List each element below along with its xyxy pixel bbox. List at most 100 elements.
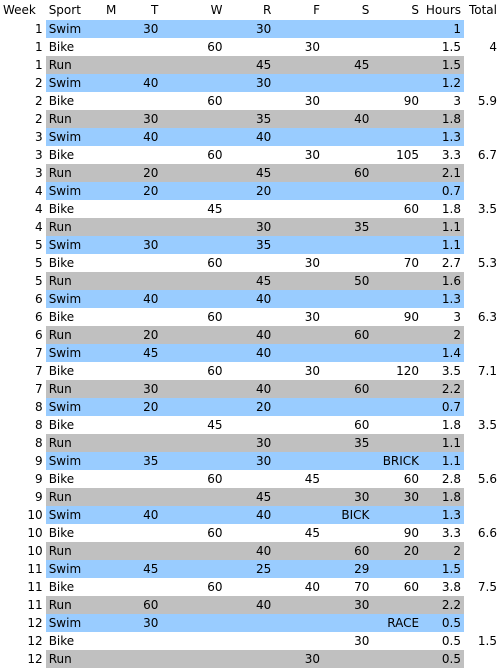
header-total: Total bbox=[468, 3, 497, 17]
total-cell bbox=[464, 20, 500, 38]
saturday-cell: 60 bbox=[323, 326, 373, 344]
week-cell: 12 bbox=[27, 634, 43, 648]
monday-cell bbox=[84, 650, 120, 668]
tuesday-cell: 30 bbox=[119, 110, 162, 128]
tuesday-cell bbox=[119, 650, 162, 668]
hours-cell: 2 bbox=[422, 326, 464, 344]
tuesday-cell bbox=[119, 254, 162, 272]
total-cell bbox=[464, 272, 500, 290]
saturday-cell bbox=[323, 236, 373, 254]
friday-cell: 30 bbox=[274, 254, 324, 272]
header-tuesday: T bbox=[151, 3, 159, 17]
week-cell: 6 bbox=[35, 292, 43, 306]
thursday-cell bbox=[225, 524, 275, 542]
sunday-cell bbox=[372, 380, 423, 398]
table-row: 8 Swim 20 20 0.7 bbox=[0, 398, 500, 416]
tuesday-cell bbox=[119, 434, 162, 452]
thursday-cell: 40 bbox=[225, 380, 275, 398]
wednesday-cell bbox=[161, 632, 226, 650]
total-cell bbox=[464, 344, 500, 362]
thursday-cell: 20 bbox=[225, 182, 275, 200]
header-thursday: R bbox=[262, 3, 272, 17]
total-cell: 6.6 bbox=[477, 526, 497, 540]
hours-cell: 1.1 bbox=[422, 218, 464, 236]
hours-cell: 3.3 bbox=[422, 524, 464, 542]
friday-cell bbox=[274, 488, 324, 506]
hours-cell: 1.5 bbox=[422, 38, 464, 56]
table-row: 9 Swim 35 30 BRICK 1.1 bbox=[0, 452, 500, 470]
total-cell bbox=[464, 218, 500, 236]
table-row: 9 Bike 60 45 60 2.8 5.6 bbox=[0, 470, 500, 488]
saturday-cell bbox=[323, 20, 373, 38]
wednesday-cell bbox=[161, 596, 226, 614]
week-cell: 4 bbox=[35, 184, 43, 198]
total-cell bbox=[464, 326, 500, 344]
week-cell: 9 bbox=[35, 490, 43, 504]
tuesday-cell bbox=[119, 362, 162, 380]
sport-cell: Bike bbox=[45, 200, 85, 218]
friday-cell: 40 bbox=[274, 578, 324, 596]
week-cell: 4 bbox=[35, 220, 43, 234]
total-cell: 7.5 bbox=[477, 580, 497, 594]
total-cell bbox=[464, 596, 500, 614]
hours-cell: 1.1 bbox=[422, 434, 464, 452]
sport-cell: Run bbox=[45, 56, 85, 74]
table-row: 8 Bike 45 60 1.8 3.5 bbox=[0, 416, 500, 434]
thursday-cell: 30 bbox=[225, 452, 275, 470]
tuesday-cell bbox=[119, 200, 162, 218]
wednesday-cell: 60 bbox=[161, 470, 226, 488]
friday-cell bbox=[274, 596, 324, 614]
sunday-cell: 30 bbox=[372, 488, 423, 506]
week-cell: 3 bbox=[35, 148, 43, 162]
sport-cell: Run bbox=[45, 164, 85, 182]
tuesday-cell: 35 bbox=[119, 452, 162, 470]
thursday-cell: 40 bbox=[225, 128, 275, 146]
tuesday-cell bbox=[119, 524, 162, 542]
thursday-cell bbox=[225, 146, 275, 164]
thursday-cell: 30 bbox=[225, 434, 275, 452]
wednesday-cell bbox=[161, 110, 226, 128]
week-cell: 12 bbox=[27, 652, 43, 666]
sunday-cell bbox=[372, 128, 423, 146]
monday-cell bbox=[84, 74, 120, 92]
table-row: 3 Swim 40 40 1.3 bbox=[0, 128, 500, 146]
monday-cell bbox=[84, 290, 120, 308]
total-cell: 5.9 bbox=[477, 94, 497, 108]
sunday-cell bbox=[372, 182, 423, 200]
week-cell: 8 bbox=[35, 436, 43, 450]
total-cell: 5.6 bbox=[477, 472, 497, 486]
sport-cell: Swim bbox=[45, 290, 85, 308]
saturday-cell bbox=[323, 470, 373, 488]
week-cell: 4 bbox=[35, 202, 43, 216]
table-row: 4 Swim 20 20 0.7 bbox=[0, 182, 500, 200]
header-monday: M bbox=[105, 3, 117, 17]
thursday-cell bbox=[225, 650, 275, 668]
saturday-cell bbox=[323, 92, 373, 110]
table-row: 6 Run 20 40 60 2 bbox=[0, 326, 500, 344]
monday-cell bbox=[84, 488, 120, 506]
sunday-cell bbox=[372, 326, 423, 344]
wednesday-cell bbox=[161, 56, 226, 74]
hours-cell: 2 bbox=[422, 542, 464, 560]
header-sport: Sport bbox=[48, 3, 81, 17]
wednesday-cell bbox=[161, 452, 226, 470]
tuesday-cell bbox=[119, 308, 162, 326]
tuesday-cell bbox=[119, 272, 162, 290]
wednesday-cell bbox=[161, 272, 226, 290]
saturday-cell: 60 bbox=[323, 380, 373, 398]
friday-cell bbox=[274, 128, 324, 146]
sport-cell: Bike bbox=[45, 416, 85, 434]
sunday-cell bbox=[372, 290, 423, 308]
friday-cell bbox=[274, 164, 324, 182]
monday-cell bbox=[84, 326, 120, 344]
saturday-cell bbox=[323, 290, 373, 308]
header-wednesday: W bbox=[210, 3, 223, 17]
table-row: 1 Bike 60 30 1.5 4 bbox=[0, 38, 500, 56]
hours-cell: 1.2 bbox=[422, 74, 464, 92]
thursday-cell: 35 bbox=[225, 236, 275, 254]
friday-cell: 30 bbox=[274, 308, 324, 326]
total-cell: 3.5 bbox=[477, 418, 497, 432]
hours-cell: 0.5 bbox=[422, 632, 464, 650]
friday-cell bbox=[274, 416, 324, 434]
tuesday-cell bbox=[119, 38, 162, 56]
